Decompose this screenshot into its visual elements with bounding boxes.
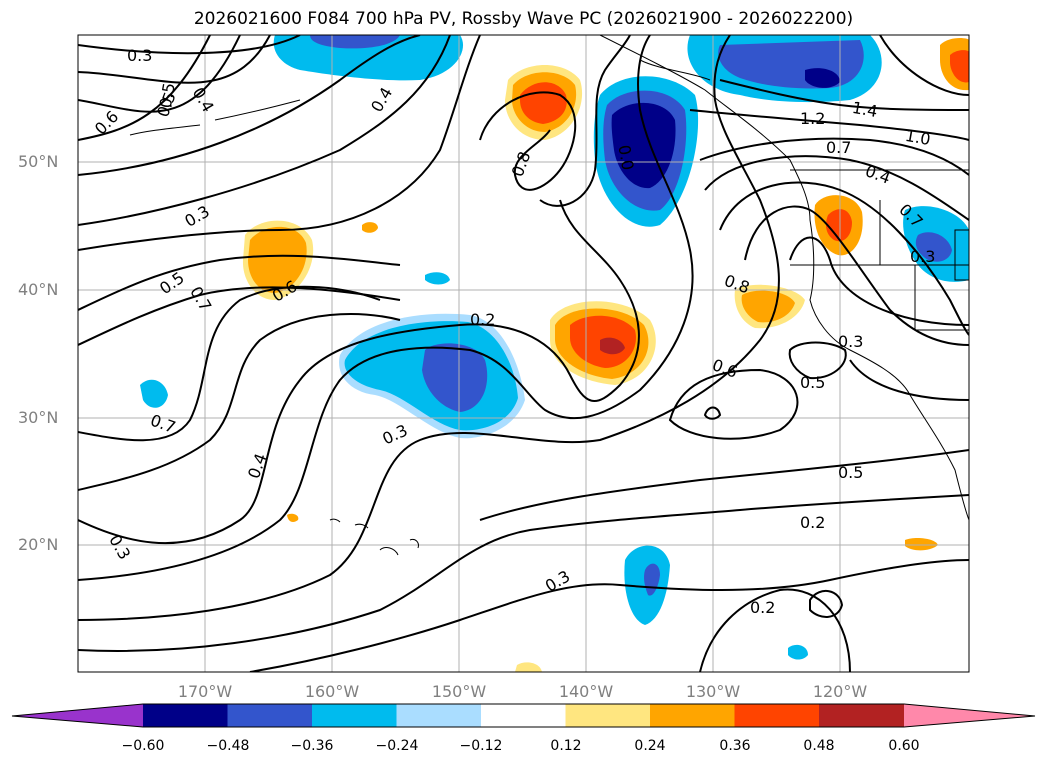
lon-label-160w: 160°W [304, 682, 360, 701]
lon-label-140w: 140°W [558, 682, 614, 701]
contour-label: 0.5 [800, 373, 825, 392]
contour-label: 0.3 [838, 332, 863, 351]
contour-label: 1.0 [904, 126, 932, 149]
colorbar-tick: −0.12 [459, 738, 503, 754]
anomaly-shading [140, 35, 969, 672]
colorbar-bin [650, 704, 735, 727]
colorbar-tick: 0.12 [550, 738, 582, 754]
colorbar-bin [565, 704, 651, 727]
colorbar-bin [481, 704, 566, 727]
contour-label: 0.4 [189, 84, 218, 116]
contour-label: 0.3 [181, 202, 213, 231]
lat-label-50n: 50°N [18, 152, 59, 171]
colorbar-tick: −0.36 [290, 738, 334, 754]
colorbar-bins [143, 704, 904, 727]
contour-label: 0.2 [470, 310, 495, 329]
pv-contours [78, 35, 969, 672]
colorbar-bin [143, 704, 228, 727]
lat-label-20n: 20°N [18, 535, 59, 554]
contour-label: 0.8 [508, 149, 535, 179]
lon-label-170w: 170°W [177, 682, 233, 701]
map-frame [77, 34, 970, 673]
colorbar-tick: 0.48 [803, 738, 835, 754]
lat-label-40n: 40°N [18, 280, 59, 299]
contour-label: 0.3 [379, 421, 410, 449]
lat-label-30n: 30°N [18, 408, 59, 427]
colorbar-bin [819, 704, 904, 727]
colorbar-extend-high [904, 704, 1035, 727]
colorbar-tick: 0.60 [888, 738, 920, 754]
colorbar-extend-low [12, 704, 143, 727]
colorbar-tick: −0.60 [121, 738, 165, 754]
contour-label: 0.7 [826, 138, 851, 157]
lon-label-150w: 150°W [431, 682, 487, 701]
contour-label: 0.3 [105, 531, 134, 563]
contour-label: 0.3 [910, 247, 935, 266]
contour-label: 0.5 [838, 463, 863, 482]
map-title: 2026021600 F084 700 hPa PV, Rossby Wave … [193, 9, 854, 29]
contour-label: 0.3 [542, 566, 574, 595]
colorbar-tick: −0.24 [375, 738, 419, 754]
colorbar-tick: 0.36 [719, 738, 751, 754]
coastlines [129, 35, 969, 556]
contour-label: 0.7 [186, 283, 215, 315]
contour-label: 0.0 [614, 143, 637, 171]
colorbar-bin [396, 704, 482, 727]
contour-label: 0.2 [800, 513, 825, 532]
contour-label: 0.5 [156, 81, 179, 109]
colorbar-bin [227, 704, 313, 727]
contour-label: 0.2 [750, 598, 775, 617]
contour-label: 0.3 [127, 46, 152, 65]
lon-label-130w: 130°W [685, 682, 741, 701]
contour-label: 0.4 [244, 451, 271, 481]
contour-label: 0.6 [710, 355, 740, 382]
lon-label-120w: 120°W [812, 682, 868, 701]
colorbar-tick: −0.48 [206, 738, 250, 754]
contour-label: 0.4 [367, 84, 396, 116]
colorbar-tick: 0.24 [634, 738, 666, 754]
contour-label: 1.4 [851, 98, 879, 121]
contour-label: 1.2 [800, 109, 825, 128]
colorbar [11, 703, 1036, 728]
colorbar-bin [312, 704, 397, 727]
contour-label: 0.4 [863, 161, 893, 188]
contour-label: 0.5 [156, 268, 188, 298]
colorbar-bin [734, 704, 820, 727]
contour-label: 0.6 [91, 107, 122, 138]
